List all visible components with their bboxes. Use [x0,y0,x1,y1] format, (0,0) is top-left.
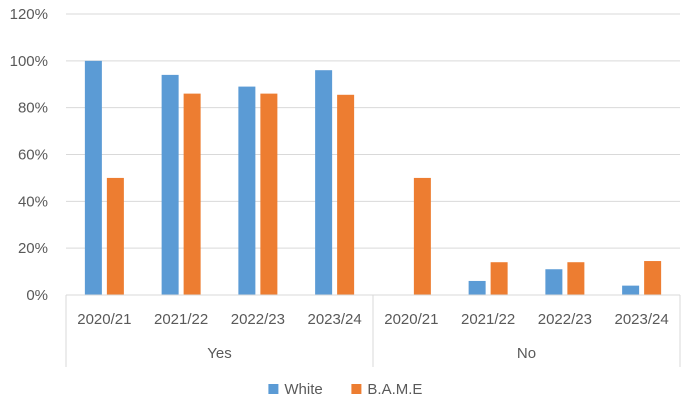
y-tick-label: 120% [10,6,48,23]
x-tick-label: 2021/22 [461,311,515,328]
y-tick-label: 40% [18,193,48,210]
bar-b-a-m-e-4 [413,177,431,295]
bar-white-7 [622,285,640,295]
bar-white-0 [84,60,102,296]
legend-swatch [268,384,279,394]
x-tick-label: 2021/22 [154,311,208,328]
legend-label: White [284,381,322,398]
bar-b-a-m-e-7 [644,261,662,295]
bar-white-6 [545,269,563,295]
bar-white-1 [161,74,179,295]
bar-b-a-m-e-5 [490,262,508,295]
group-label: Yes [207,345,231,362]
y-tick-label: 0% [26,287,48,304]
x-tick-label: 2022/23 [231,311,285,328]
legend-label: B.A.M.E [367,381,422,398]
y-tick-label: 80% [18,100,48,117]
bars [84,60,662,296]
x-tick-label: 2020/21 [77,311,131,328]
y-tick-label: 60% [18,147,48,164]
x-tick-label: 2020/21 [384,311,438,328]
bar-b-a-m-e-2 [260,93,278,295]
legend-swatch [351,384,362,394]
bar-b-a-m-e-3 [337,94,355,295]
legend: White B.A.M.E [268,381,422,398]
y-tick-label: 100% [10,53,48,70]
gridlines [66,13,680,249]
bar-b-a-m-e-0 [106,177,124,295]
y-tick-label: 20% [18,240,48,257]
bar-white-5 [468,280,486,295]
x-tick-label: 2023/24 [615,311,669,328]
bar-white-3 [315,70,333,295]
x-axis: 2020/21 2021/22 2022/23 2023/24 2020/21 2021/… [65,294,681,367]
group-label: No [517,345,536,362]
x-tick-label: 2023/24 [308,311,362,328]
x-tick-label: 2022/23 [538,311,592,328]
bar-white-2 [238,86,256,295]
bar-b-a-m-e-6 [567,262,585,295]
bar-b-a-m-e-1 [183,93,201,295]
y-axis-ticks: 0% 20% 40% 60% 80% 100% 120% [10,6,48,304]
